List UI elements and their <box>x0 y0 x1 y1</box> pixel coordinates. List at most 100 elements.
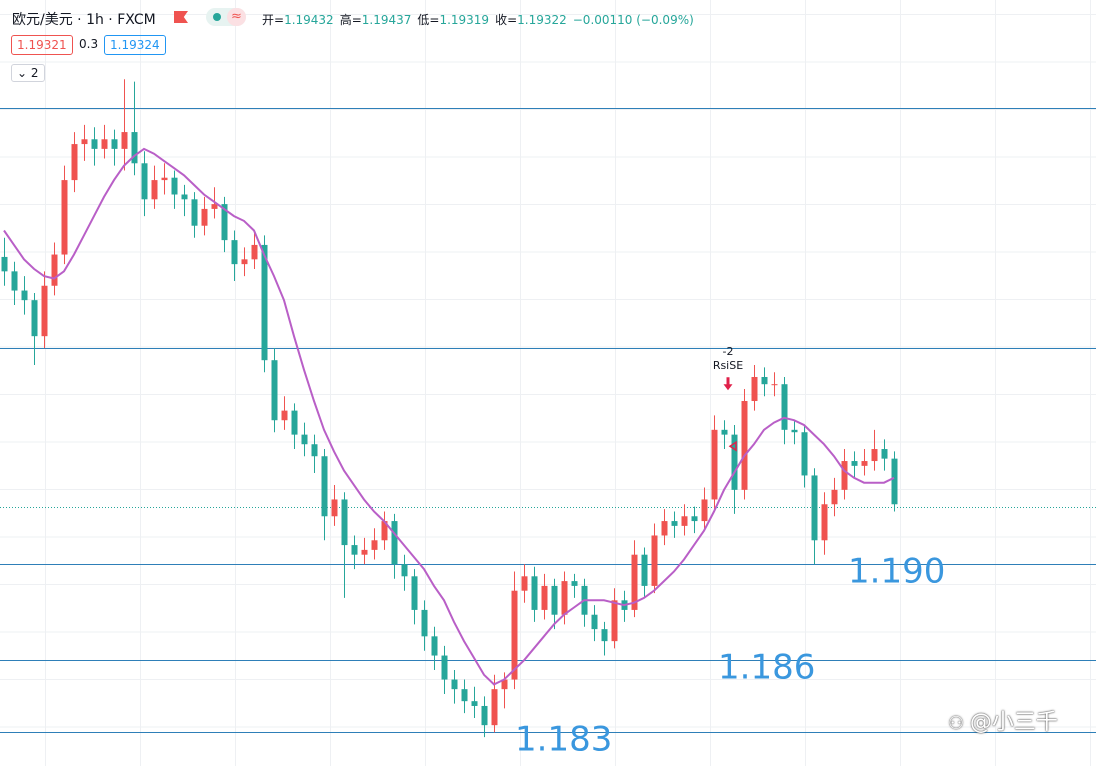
candle-body <box>571 581 578 586</box>
ohlc-label: 高= <box>339 13 362 27</box>
candle-body <box>531 576 538 610</box>
candle-body <box>721 429 728 435</box>
candle-body <box>71 144 78 181</box>
candle-body <box>451 679 458 690</box>
candle-body <box>891 458 898 505</box>
candle-body <box>381 521 388 541</box>
candle-body <box>111 139 118 149</box>
candle-body <box>131 132 138 164</box>
candle-body <box>661 521 668 536</box>
candle-body <box>81 139 88 145</box>
candle-body <box>361 549 368 555</box>
candle-body <box>551 585 558 615</box>
ohlc-label: 开= <box>262 13 285 27</box>
candle-body <box>601 629 608 642</box>
candle-body <box>241 259 248 265</box>
candle-body <box>311 444 318 457</box>
candle-body <box>41 285 48 337</box>
candle-body <box>801 432 808 476</box>
candle-body <box>771 384 778 386</box>
candle-body <box>591 614 598 630</box>
candle-body <box>51 254 58 286</box>
candle-body <box>791 429 798 433</box>
candle-body <box>271 360 278 421</box>
candle-body <box>191 199 198 226</box>
candle-body <box>761 376 768 385</box>
bid-price[interactable]: 1.19321 <box>11 35 73 55</box>
candle-body <box>671 521 678 526</box>
candle-body <box>751 376 758 402</box>
watermark-text: @小三千 <box>969 710 1058 735</box>
candle-body <box>91 139 98 149</box>
candle-body <box>641 554 648 586</box>
candle-body <box>121 132 128 149</box>
candle-body <box>511 590 518 680</box>
candle-body <box>781 384 788 430</box>
candle-body <box>331 499 338 517</box>
candle-body <box>851 461 858 466</box>
candle-body <box>351 545 358 555</box>
candle-body <box>341 499 348 546</box>
candle-body <box>61 180 68 255</box>
candle-body <box>471 701 478 706</box>
candle-body <box>401 564 408 577</box>
candle-body <box>481 705 488 726</box>
candle-body <box>821 504 828 541</box>
moving-average <box>3 147 895 686</box>
candle-body <box>681 516 688 526</box>
candle-body <box>431 636 438 656</box>
candle-body <box>281 410 288 421</box>
candle-body <box>711 429 718 500</box>
candle-body <box>441 655 448 680</box>
candle-body <box>171 177 178 195</box>
candle-body <box>11 271 18 291</box>
candle-body <box>611 600 618 642</box>
candle-body <box>691 516 698 522</box>
candle-body <box>101 139 108 149</box>
ask-price[interactable]: 1.19324 <box>104 35 166 55</box>
status-pill[interactable]: ≈ <box>206 8 246 26</box>
candle-body <box>561 581 568 615</box>
candle-body <box>371 540 378 550</box>
candle-body <box>211 204 218 209</box>
candle-body <box>461 689 468 702</box>
chevron: ⌄ <box>17 66 31 80</box>
candle-body <box>861 461 868 466</box>
candle-body <box>201 208 208 226</box>
candle-body <box>541 585 548 610</box>
indicator-count: 2 <box>30 66 39 80</box>
candle-body <box>831 489 838 505</box>
candle-body <box>731 434 738 490</box>
symbol[interactable]: 欧元/美元 · 1h · FXCM <box>12 12 156 28</box>
candle-body <box>221 204 228 241</box>
candle-body <box>391 521 398 565</box>
candle-body <box>521 576 528 591</box>
signal-name: RsiSE <box>713 359 743 372</box>
signal-count: -2 <box>723 345 734 358</box>
candle-body <box>841 461 848 490</box>
candle-body <box>651 535 658 586</box>
ohlc-value: 1.19437 <box>361 13 412 27</box>
ohlc-readout: 开=1.19432 高=1.19437 低=1.19319 收=1.19322 −0.0… <box>262 11 694 28</box>
flag-icon[interactable] <box>174 11 188 23</box>
level-label: 1.186 <box>718 648 815 688</box>
level-label: 1.183 <box>515 720 612 760</box>
candle-body <box>141 163 148 200</box>
change: −0.00110 (−0.09%) <box>572 13 694 27</box>
ohlc-value: 1.19432 <box>284 13 334 27</box>
candle-body <box>291 410 298 435</box>
ohlc-label: 收= <box>495 13 518 27</box>
candle-body <box>881 449 888 459</box>
spread: 0.3 <box>79 37 99 51</box>
candle-body <box>701 499 708 522</box>
candle-body <box>501 679 508 690</box>
candle-body <box>741 401 748 490</box>
candle-body <box>491 689 498 726</box>
candle-body <box>181 194 188 200</box>
signal-arrow <box>723 377 733 391</box>
candle-body <box>161 177 168 181</box>
candle-body <box>1 256 8 272</box>
indicator-toggle[interactable]: ⌄ 2 <box>11 64 45 82</box>
